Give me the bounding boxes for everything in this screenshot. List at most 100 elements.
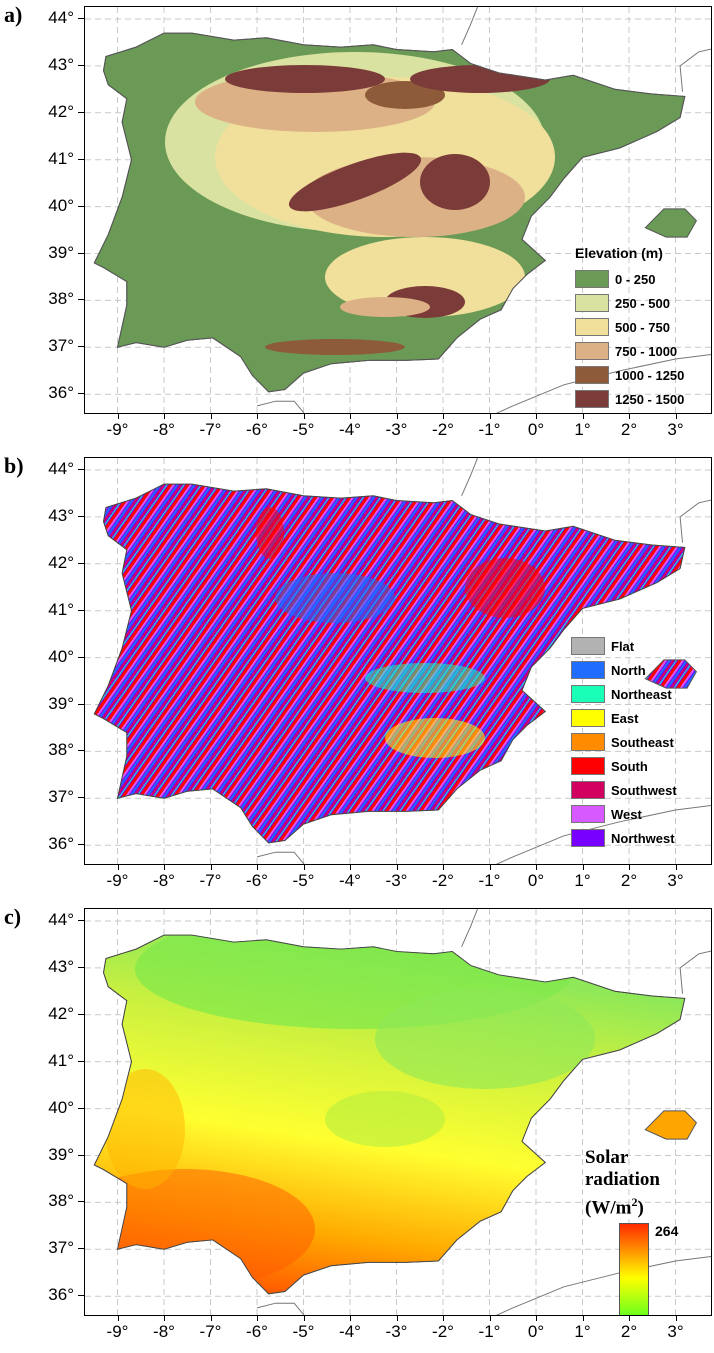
y-tick-mark	[78, 1201, 84, 1203]
legend-swatch	[571, 829, 605, 847]
x-tick-label: -3°	[385, 420, 408, 439]
x-tick-mark	[210, 864, 212, 870]
x-tick-mark	[117, 413, 119, 419]
legend-item: Southeast	[571, 730, 677, 754]
legend-item: East	[571, 706, 677, 730]
legend-label: 750 - 1000	[615, 343, 678, 359]
y-tick-label: 43°	[48, 505, 74, 525]
x-tick-label: -8°	[153, 871, 175, 890]
x-tick-mark	[210, 413, 212, 419]
y-tick-label: 36°	[48, 383, 74, 403]
x-tick-mark	[257, 1315, 258, 1321]
x-tick-mark	[536, 413, 537, 419]
legend-label: 0 - 250	[615, 271, 656, 287]
legend-label: Northwest	[611, 830, 675, 846]
x-tick-mark	[489, 864, 491, 870]
legend-item: 1000 - 1250	[575, 363, 684, 387]
y-tick-label: 39°	[48, 242, 74, 262]
legend-label: South	[611, 758, 648, 774]
x-tick-label: -9°	[106, 420, 129, 439]
legend-unit-close: )	[637, 1197, 644, 1219]
legend-label: Southeast	[611, 734, 674, 750]
solar-legend: Solar radiation (W/m2) 264 175	[585, 1147, 678, 1315]
x-tick-label: -6°	[246, 871, 268, 890]
legend-label: East	[611, 710, 639, 726]
x-tick-mark	[582, 1315, 584, 1321]
y-tick-mark	[78, 656, 84, 658]
legend-swatch	[575, 294, 609, 312]
y-tick-label: 38°	[48, 740, 74, 760]
legend-label: 250 - 500	[615, 295, 670, 311]
legend-swatch	[575, 390, 609, 408]
y-tick-mark	[78, 797, 84, 799]
y-tick-label: 44°	[48, 8, 74, 27]
y-tick-mark	[78, 205, 84, 207]
x-tick-mark	[303, 413, 305, 419]
x-tick-label: -1°	[478, 420, 501, 439]
legend-label: 1000 - 1250	[615, 367, 685, 383]
x-tick-label: 0°	[527, 420, 545, 439]
x-tick-label: -5°	[292, 420, 315, 439]
x-tick-label: -4°	[339, 871, 361, 890]
panel-label: c)	[4, 904, 22, 929]
legend-item: 750 - 1000	[575, 339, 684, 363]
map-frame: Flat North Northeast East Southeast South Sout…	[84, 457, 712, 865]
y-tick-mark	[78, 18, 84, 19]
y-tick-label: 42°	[48, 1003, 74, 1023]
legend-swatch	[575, 318, 609, 336]
x-tick-label: 0°	[527, 871, 545, 890]
x-tick-mark	[443, 864, 444, 870]
y-tick-mark	[78, 920, 84, 921]
legend-swatch	[575, 342, 609, 360]
y-tick-label: 39°	[48, 1144, 74, 1164]
legend-title-line2: radiation	[585, 1169, 660, 1190]
x-tick-mark	[536, 864, 537, 870]
x-tick-label: 2°	[620, 420, 638, 439]
aspect-legend: Flat North Northeast East Southeast South Sout…	[571, 634, 677, 850]
x-tick-label: -8°	[153, 1322, 175, 1341]
x-tick-label: 3°	[667, 1322, 684, 1341]
x-tick-label: -1°	[478, 1322, 501, 1341]
elevation-legend: Elevation (m) 0 - 250 250 - 500 500 - 750 7…	[575, 245, 684, 411]
panel-label: a)	[4, 2, 23, 27]
x-tick-label: -7°	[199, 1322, 222, 1341]
y-tick-mark	[78, 1248, 84, 1250]
x-tick-mark	[164, 864, 165, 870]
legend-label: Flat	[611, 638, 635, 654]
x-tick-mark	[443, 413, 444, 419]
x-tick-mark	[536, 1315, 537, 1321]
legend-swatch	[571, 757, 605, 775]
legend-item: 1250 - 1500	[575, 387, 684, 411]
x-tick-mark	[443, 1315, 444, 1321]
y-tick-label: 38°	[48, 1191, 74, 1211]
x-tick-label: -9°	[106, 871, 129, 890]
x-tick-label: -2°	[432, 1322, 454, 1341]
x-tick-label: -9°	[106, 1322, 129, 1341]
x-tick-label: -5°	[292, 871, 315, 890]
y-tick-mark	[78, 703, 84, 705]
x-tick-label: 2°	[620, 1322, 638, 1341]
y-tick-label: 43°	[48, 956, 74, 976]
x-tick-label: -6°	[246, 1322, 268, 1341]
legend-swatch	[571, 637, 605, 655]
x-tick-label: -3°	[385, 1322, 408, 1341]
x-tick-mark	[396, 1315, 398, 1321]
legend-title-line1: Solar	[585, 1147, 629, 1168]
legend-label: 1250 - 1500	[615, 391, 685, 407]
y-tick-label: 36°	[48, 1285, 74, 1305]
x-tick-label: 1°	[574, 420, 591, 439]
elevation-map	[85, 7, 711, 413]
legend-label: Southwest	[611, 782, 677, 798]
y-tick-mark	[78, 252, 84, 254]
x-tick-label: -7°	[199, 420, 222, 439]
solar-colorbar	[619, 1223, 649, 1315]
x-tick-mark	[117, 864, 119, 870]
x-tick-label: -8°	[153, 420, 175, 439]
legend-item: Southwest	[571, 778, 677, 802]
x-tick-mark	[396, 413, 398, 419]
legend-label: North	[611, 662, 646, 678]
y-tick-label: 40°	[48, 646, 74, 666]
y-tick-mark	[78, 299, 84, 301]
x-tick-mark	[164, 1315, 165, 1321]
x-tick-mark	[675, 413, 677, 419]
